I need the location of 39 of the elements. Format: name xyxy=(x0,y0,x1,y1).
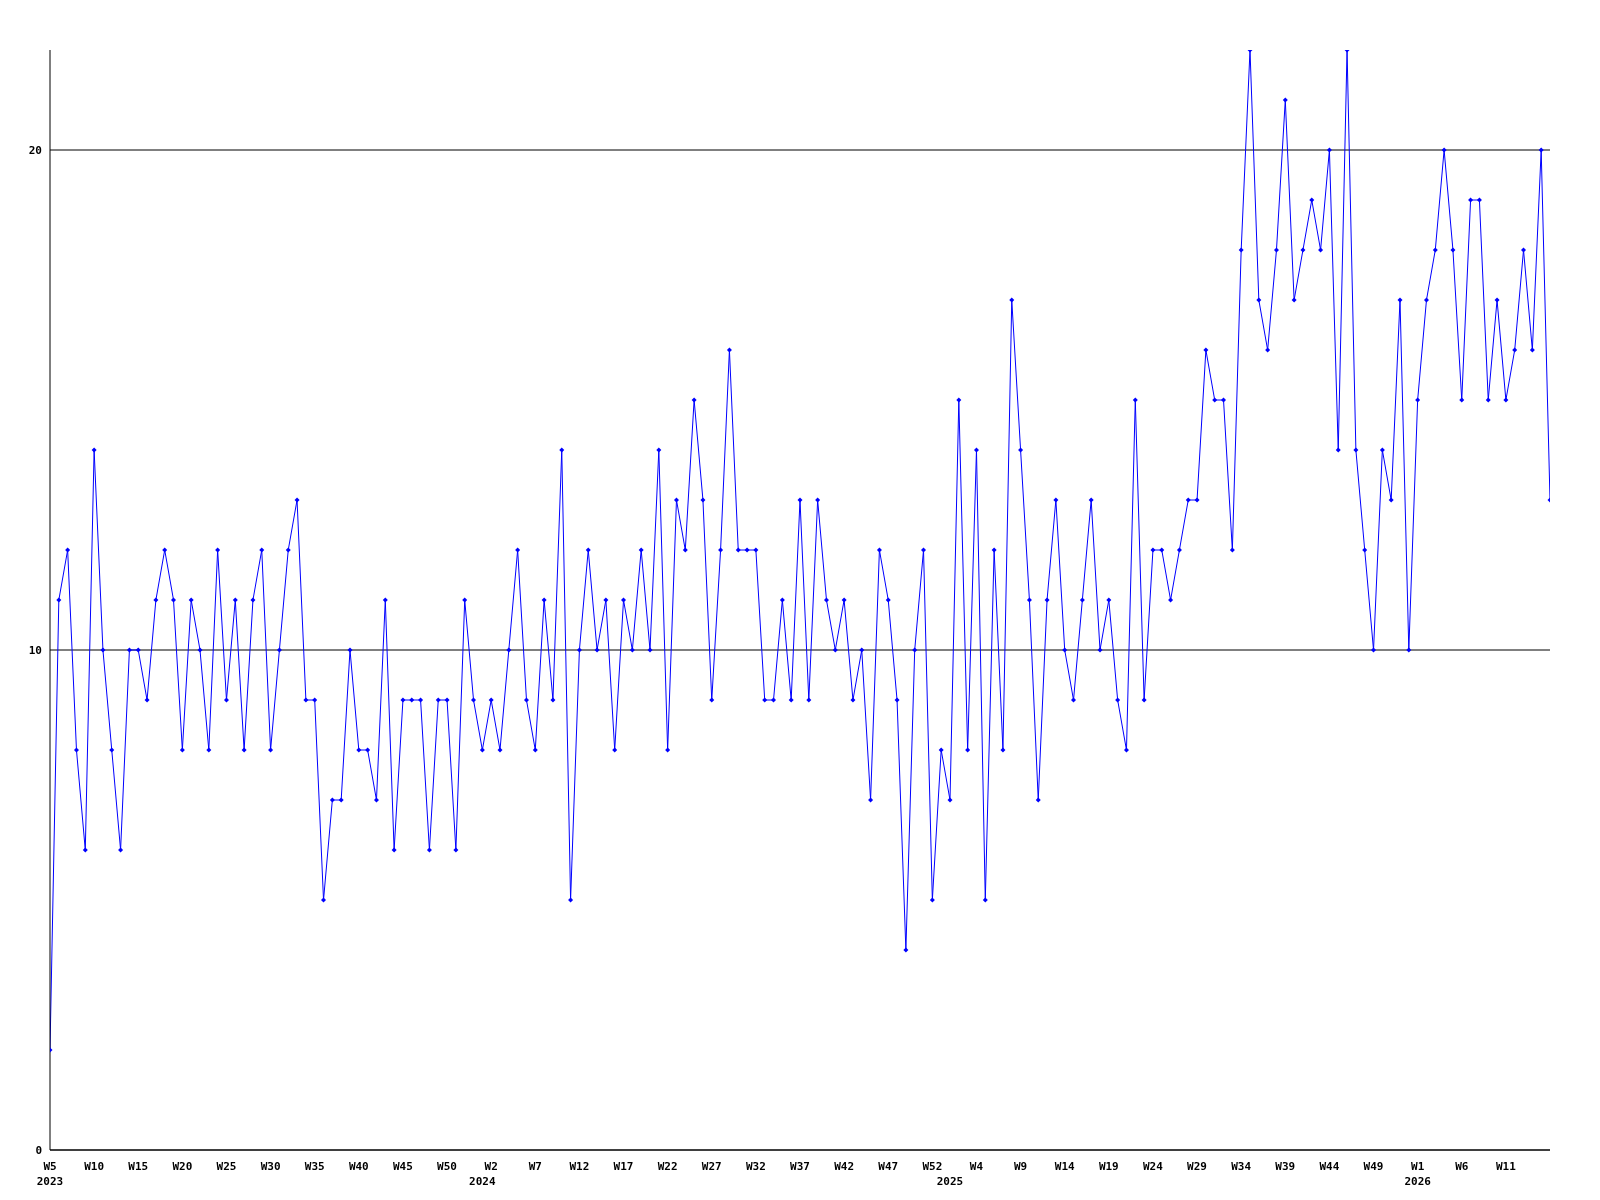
x-tick-label: W11 xyxy=(1495,1160,1517,1173)
x-tick-label: W35 xyxy=(304,1160,325,1173)
x-tick-label: W37 xyxy=(790,1160,810,1173)
x-tick-label: W42 xyxy=(834,1160,855,1173)
x-tick-label: W4 xyxy=(969,1160,984,1173)
x-tick-label: W45 xyxy=(393,1160,413,1173)
x-tick-label: W29 xyxy=(1187,1160,1207,1173)
x-tick-label: W24 xyxy=(1143,1160,1164,1173)
x-tick-label: 2024 xyxy=(469,1175,496,1188)
x-tick-label: W5 2023 xyxy=(36,1160,64,1188)
x-tick-label: W12 xyxy=(569,1160,590,1173)
y-tick-label: 20 xyxy=(28,143,42,157)
x-tick-label: W47 xyxy=(878,1160,899,1173)
x-tick-label: W52 xyxy=(922,1160,943,1173)
x-tick-label: W34 xyxy=(1231,1160,1252,1173)
x-tick-label: W7 xyxy=(528,1160,542,1173)
x-tick-label: W6 xyxy=(1455,1160,1469,1173)
x-tick-label: W25 xyxy=(216,1160,237,1173)
x-tick-label: W27 xyxy=(701,1160,722,1173)
x-tick-label: W17 xyxy=(613,1160,634,1173)
x-tick-label: W15 xyxy=(128,1160,149,1173)
x-tick-label: W1 2026 xyxy=(1404,1160,1432,1188)
x-tick-label: W39 xyxy=(1275,1160,1296,1173)
y-tick-label: 0 xyxy=(35,1143,42,1157)
x-tick-label: W22 xyxy=(657,1160,678,1173)
x-tick-label: W10 xyxy=(84,1160,105,1173)
x-tick-label: W49 xyxy=(1363,1160,1384,1173)
x-tick-label: W32 xyxy=(745,1160,766,1173)
x-tick-label: 2025 xyxy=(936,1175,964,1188)
x-tick-label: W44 xyxy=(1319,1160,1340,1173)
x-tick-label: W2 xyxy=(484,1160,498,1173)
x-tick-label: W19 xyxy=(1098,1160,1119,1173)
x-tick-label: W20 xyxy=(172,1160,193,1173)
x-tick-label: W30 xyxy=(260,1160,281,1173)
x-tick-label: W50 xyxy=(437,1160,457,1173)
x-tick-label: W9 xyxy=(1013,1160,1028,1173)
y-tick-label: 10 xyxy=(28,643,42,657)
x-tick-label: W14 xyxy=(1054,1160,1076,1173)
x-tick-label: W40 xyxy=(348,1160,369,1173)
